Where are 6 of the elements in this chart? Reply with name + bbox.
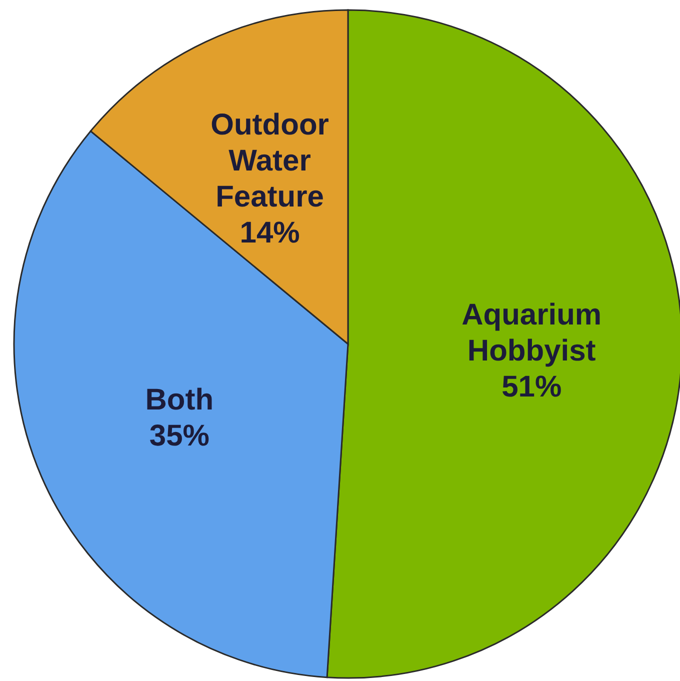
data-label: 14%: [240, 216, 300, 250]
slice-label: Aquarium Hobbyist: [462, 298, 602, 368]
data-label: 35%: [149, 419, 210, 452]
slice-label: Outdoor Water Feature: [210, 108, 330, 214]
slice-label: Both: [145, 383, 214, 416]
data-label: 51%: [502, 370, 562, 404]
